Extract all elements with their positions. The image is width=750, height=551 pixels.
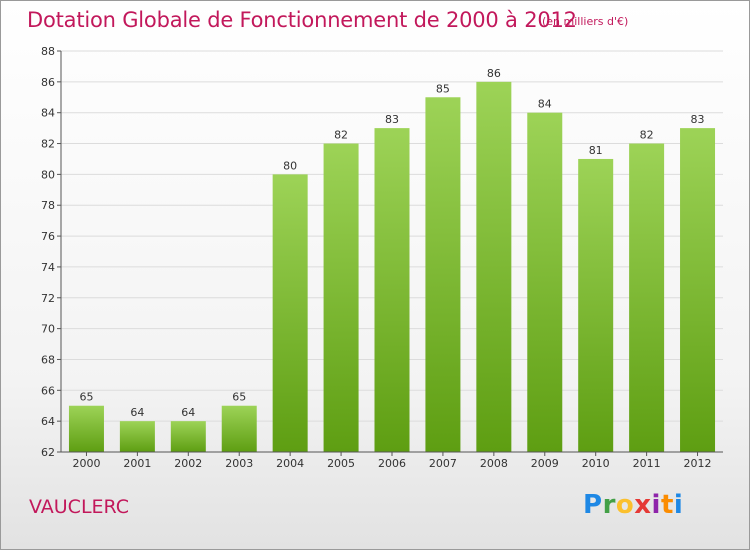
chart-subtitle: (en milliers d'€) — [542, 15, 629, 28]
y-tick-label: 78 — [41, 199, 55, 212]
bar-value-label: 64 — [181, 406, 195, 419]
bar-2008 — [476, 81, 512, 452]
x-tick-label: 2002 — [174, 457, 202, 470]
y-tick-label: 72 — [41, 292, 55, 305]
bar-value-label: 64 — [130, 406, 144, 419]
x-tick-label: 2007 — [429, 457, 457, 470]
axes — [57, 50, 723, 456]
y-tick-label: 82 — [41, 138, 55, 151]
bar-value-label: 83 — [385, 113, 399, 126]
bar-2003 — [221, 405, 257, 452]
bar-2012 — [680, 128, 716, 452]
x-tick-label: 2008 — [480, 457, 508, 470]
y-tick-label: 80 — [41, 168, 55, 181]
labels: 62 64 66 68 70 72 74 76 78 80 82 84 86 88 65 2000 64 2001… — [41, 45, 712, 470]
bar-2010 — [578, 158, 614, 452]
y-tick-label: 68 — [41, 353, 55, 366]
bars — [68, 81, 716, 453]
bar-value-label: 82 — [334, 129, 348, 142]
x-tick-label: 2001 — [123, 457, 151, 470]
x-tick-label: 2004 — [276, 457, 304, 470]
bar-2011 — [629, 143, 665, 453]
bar-value-label: 82 — [640, 129, 654, 142]
y-tick-label: 88 — [41, 45, 55, 58]
bar-value-label: 80 — [283, 159, 297, 172]
bar-2000 — [68, 405, 104, 452]
bar-value-label: 65 — [232, 391, 246, 404]
x-tick-label: 2005 — [327, 457, 355, 470]
y-tick-label: 74 — [41, 261, 55, 274]
bar-2006 — [374, 128, 410, 452]
x-tick-label: 2011 — [633, 457, 661, 470]
y-tick-label: 86 — [41, 76, 55, 89]
bar-2001 — [119, 421, 155, 452]
y-tick-label: 76 — [41, 230, 55, 243]
y-tick-label: 66 — [41, 384, 55, 397]
bar-2002 — [170, 421, 206, 452]
y-tick-label: 84 — [41, 107, 55, 120]
x-tick-label: 2012 — [684, 457, 712, 470]
y-tick-label: 64 — [41, 415, 55, 428]
bar-2007 — [425, 97, 461, 453]
bar-2009 — [527, 112, 563, 452]
bar-value-label: 86 — [487, 67, 501, 80]
bar-value-label: 81 — [589, 144, 603, 157]
proxiti-logo[interactable]: Proxiti — [583, 490, 684, 520]
x-tick-label: 2000 — [72, 457, 100, 470]
bar-value-label: 84 — [538, 98, 552, 111]
bar-2004 — [272, 174, 308, 452]
commune-name: VAUCLERC — [29, 496, 130, 518]
bar-value-label: 65 — [79, 391, 93, 404]
x-tick-label: 2010 — [582, 457, 610, 470]
bar-value-label: 85 — [436, 82, 450, 95]
x-tick-label: 2009 — [531, 457, 559, 470]
x-tick-label: 2006 — [378, 457, 406, 470]
chart-title: Dotation Globale de Fonctionnement de 20… — [27, 8, 577, 32]
x-tick-label: 2003 — [225, 457, 253, 470]
bar-value-label: 83 — [691, 113, 705, 126]
y-tick-label: 70 — [41, 323, 55, 336]
bar-2005 — [323, 143, 359, 453]
y-tick-label: 62 — [41, 446, 55, 459]
